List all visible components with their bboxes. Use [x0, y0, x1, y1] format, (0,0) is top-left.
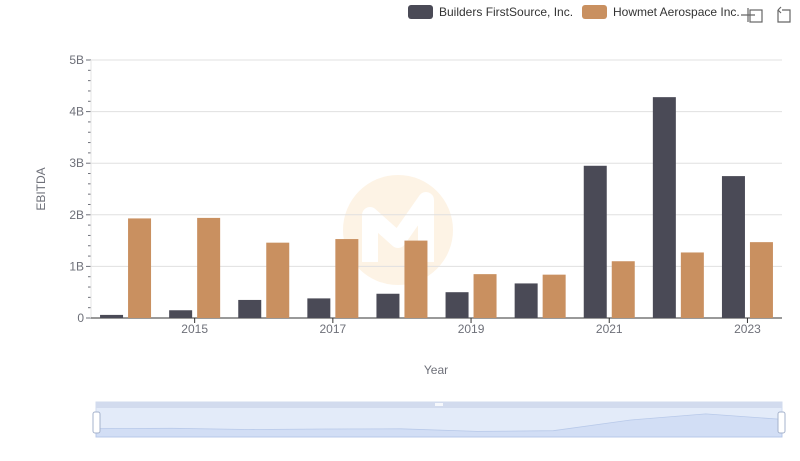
bar-howmet-2014[interactable]	[128, 218, 152, 318]
bar-howmet-2015[interactable]	[197, 217, 221, 318]
bar-howmet-2020[interactable]	[542, 274, 566, 318]
bar-howmet-2022[interactable]	[680, 252, 704, 318]
y-tick-label: 1B	[69, 259, 84, 273]
y-tick-label: 0	[77, 311, 84, 325]
legend-item-builders[interactable]: Builders FirstSource, Inc.	[408, 5, 573, 19]
y-axis-title: EBITDA	[34, 167, 48, 210]
bar-howmet-2018[interactable]	[404, 240, 428, 318]
bar-howmet-2021[interactable]	[611, 261, 635, 318]
bar-builders-2020[interactable]	[514, 283, 538, 318]
bar-builders-2023[interactable]	[721, 176, 745, 318]
bar-howmet-2019[interactable]	[473, 274, 497, 318]
watermark-logo	[343, 175, 453, 285]
x-axis-title: Year	[424, 363, 448, 377]
bar-howmet-2016[interactable]	[266, 242, 290, 318]
bar-howmet-2017[interactable]	[335, 239, 359, 318]
bar-builders-2016[interactable]	[238, 299, 262, 318]
y-tick-label: 2B	[69, 208, 84, 222]
x-axis: 2015 2017 2019 2021 2023	[91, 317, 782, 336]
legend-label-howmet: Howmet Aerospace Inc.	[613, 5, 740, 19]
legend-swatch-builders	[408, 5, 433, 19]
legend: Builders FirstSource, Inc. Howmet Aerosp…	[408, 5, 740, 19]
bar-builders-2022[interactable]	[652, 97, 676, 318]
y-tick-label: 4B	[69, 105, 84, 119]
bar-builders-2015[interactable]	[169, 310, 193, 318]
legend-swatch-howmet	[582, 5, 607, 19]
bar-builders-2017[interactable]	[307, 298, 331, 318]
data-zoom-slider[interactable]	[92, 401, 786, 438]
bar-builders-2014[interactable]	[100, 314, 124, 318]
legend-item-howmet[interactable]: Howmet Aerospace Inc.	[582, 5, 740, 19]
bar-builders-2021[interactable]	[583, 165, 607, 318]
y-axis: 0 1B 2B 3B 4B 5B	[69, 53, 92, 325]
zoom-reset-icon[interactable]	[777, 6, 791, 23]
x-tick-label: 2023	[734, 322, 761, 336]
y-tick-label: 5B	[69, 53, 84, 67]
data-zoom-move-handle[interactable]	[435, 403, 443, 406]
x-tick-label: 2019	[458, 322, 485, 336]
legend-label-builders: Builders FirstSource, Inc.	[439, 5, 573, 19]
bars	[100, 97, 773, 318]
bar-builders-2018[interactable]	[376, 293, 400, 318]
data-zoom-handle-left[interactable]	[92, 411, 101, 434]
bar-howmet-2023[interactable]	[749, 242, 773, 318]
x-tick-label: 2021	[596, 322, 623, 336]
y-tick-label: 3B	[69, 156, 84, 170]
zoom-select-icon[interactable]	[741, 8, 763, 23]
x-tick-label: 2017	[319, 322, 346, 336]
bar-builders-2019[interactable]	[445, 292, 469, 318]
data-zoom-handle-right[interactable]	[777, 411, 786, 434]
x-tick-label: 2015	[181, 322, 208, 336]
